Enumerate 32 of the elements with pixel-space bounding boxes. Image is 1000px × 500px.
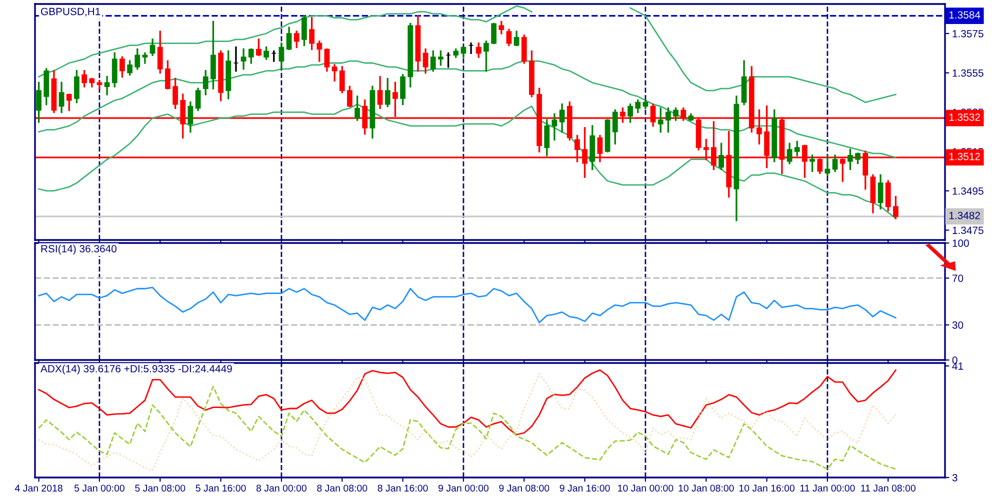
- ref-line-label: 1.3584: [949, 11, 980, 19]
- x-tick-label: 5 Jan 08:00: [135, 484, 186, 492]
- chart-title: ADX(14) 39.6176 +DI:5.9335 -DI:24.4449: [40, 364, 232, 374]
- ref-line-label: 1.3532: [949, 113, 980, 121]
- x-tick-label: 10 Jan 08:00: [678, 484, 734, 492]
- x-tick-label: 8 Jan 16:00: [378, 484, 428, 492]
- y-tick-label: 30: [952, 321, 964, 329]
- y-tick-label: 41: [952, 362, 964, 370]
- x-tick-label: 9 Jan 16:00: [560, 484, 610, 492]
- chart-title: GBPUSD,H1: [40, 8, 100, 16]
- x-tick-label: 4 Jan 2018: [14, 484, 62, 492]
- x-tick-label: 8 Jan 08:00: [317, 484, 368, 492]
- x-tick-label: 5 Jan 16:00: [196, 484, 246, 492]
- y-tick-label: 0: [952, 356, 958, 364]
- x-tick-label: 11 Jan 08:00: [861, 484, 916, 492]
- y-tick-label: 1.3575: [952, 30, 984, 38]
- chart-title: RSI(14) 36.3640: [41, 244, 116, 254]
- ref-line-label: 1.3482: [949, 212, 980, 220]
- y-tick-label: 1.3555: [952, 69, 984, 77]
- ref-line-label: 1.3512: [949, 152, 980, 160]
- x-tick-label: 8 Jan 00:00: [256, 484, 306, 492]
- y-tick-label: 1.3475: [952, 226, 984, 234]
- x-tick-label: 9 Jan 00:00: [438, 484, 488, 492]
- x-tick-label: 10 Jan 16:00: [739, 484, 795, 492]
- y-tick-label: 70: [952, 274, 964, 282]
- y-tick-label: 3: [952, 474, 958, 482]
- y-tick-label: 1.3495: [952, 187, 984, 195]
- y-tick-label: 100: [952, 240, 969, 247]
- x-tick-label: 10 Jan 00:00: [618, 484, 674, 492]
- x-tick-label: 9 Jan 08:00: [499, 484, 550, 492]
- x-tick-label: 5 Jan 00:00: [74, 484, 124, 492]
- x-tick-label: 11 Jan 00:00: [800, 484, 855, 492]
